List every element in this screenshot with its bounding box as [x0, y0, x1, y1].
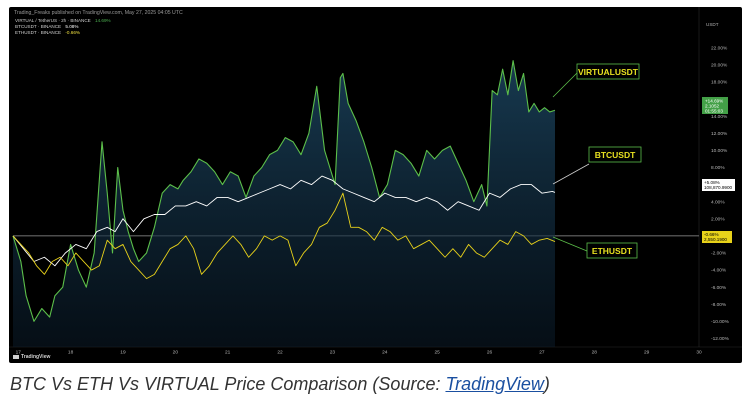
svg-text:2,550.1900: 2,550.1900: [704, 237, 727, 242]
svg-text:VIRTUALUSDT: VIRTUALUSDT: [578, 67, 639, 77]
virtual-price-tag: +14.69% 2.1052 01:55:03: [702, 97, 728, 114]
x-tick-label: 23: [330, 350, 336, 356]
x-tick-label: 19: [120, 350, 126, 356]
figure-caption: BTC Vs ETH Vs VIRTUAL Price Comparison (…: [10, 374, 550, 395]
svg-text:ETHUSDT: ETHUSDT: [592, 246, 633, 256]
svg-text:2.1052: 2.1052: [705, 104, 719, 109]
x-tick-label: 20: [173, 350, 179, 356]
y-tick-label: -6.00%: [711, 285, 727, 291]
x-tick-label: 28: [592, 350, 598, 356]
x-tick-label: 22: [277, 350, 283, 356]
x-tick-label: 18: [68, 350, 74, 356]
published-info: Trading_Freaks published on TradingView.…: [14, 10, 183, 16]
x-tick-label: 21: [225, 350, 231, 356]
caption-suffix: ): [543, 374, 550, 394]
caption-source-link[interactable]: TradingView: [445, 374, 544, 394]
eth-price-tag: -0.66% 2,550.1900: [702, 231, 732, 243]
eth-line-label: ETHUSDT: [552, 236, 638, 259]
btc-price-tag: +5.08% 108,870.9900: [702, 179, 735, 191]
svg-text:+14.69%: +14.69%: [705, 99, 723, 104]
svg-text:+5.08%: +5.08%: [704, 180, 720, 185]
virtual-area-fill: [13, 60, 555, 347]
svg-text:01:55:03: 01:55:03: [705, 109, 723, 114]
legend-virtual: VIRTUAL / TetherUS · 2h · BINANCE 14.69%: [15, 18, 111, 24]
x-tick-label: 26: [487, 350, 493, 356]
btc-line-label: BTCUSDT: [552, 146, 642, 185]
x-tick-label: 24: [382, 350, 388, 356]
y-tick-label: 10.00%: [711, 148, 728, 154]
x-tick-label: 25: [434, 350, 440, 356]
legend-virtual-change: 14.69%: [95, 18, 111, 23]
svg-text:-0.66%: -0.66%: [704, 232, 719, 237]
y-tick-label: 12.00%: [711, 131, 728, 137]
y-tick-label: 22.00%: [711, 45, 728, 51]
x-tick-label: 17: [16, 350, 22, 356]
svg-text:108,870.9900: 108,870.9900: [704, 185, 733, 190]
legend-btc: BTCUSDT · BINANCE 5.08%: [15, 24, 78, 30]
caption-prefix: BTC Vs ETH Vs VIRTUAL Price Comparison (…: [10, 374, 446, 394]
x-tick-label: 29: [644, 350, 650, 356]
y-tick-label: 8.00%: [711, 165, 725, 171]
tradingview-brand: TradingView: [21, 354, 51, 360]
tradingview-icon: [13, 354, 19, 359]
legend-eth: ETHUSDT · BINANCE -0.66%: [15, 30, 80, 36]
tradingview-logo[interactable]: TradingView: [13, 354, 50, 360]
svg-text:BTCUSDT: BTCUSDT: [595, 150, 636, 160]
y-tick-label: 4.00%: [711, 199, 725, 205]
legend-btc-change: 5.08%: [65, 24, 79, 29]
y-tick-label: 18.00%: [711, 80, 728, 86]
eth-series-line[interactable]: [12, 192, 556, 280]
y-tick-label: -2.00%: [711, 251, 727, 257]
y-tick-label: 2.00%: [711, 216, 725, 222]
btc-series-line[interactable]: [12, 175, 556, 267]
legend-btc-label: BTCUSDT · BINANCE: [15, 24, 62, 29]
legend-eth-change: -0.66%: [65, 30, 80, 35]
legend-eth-label: ETHUSDT · BINANCE: [15, 30, 62, 35]
legend-virtual-label: VIRTUAL / TetherUS · 2h · BINANCE: [15, 18, 91, 23]
y-tick-label: -12.00%: [711, 336, 730, 342]
y-tick-label: -8.00%: [711, 302, 727, 308]
y-tick-label: 14.00%: [711, 114, 728, 120]
virtual-series-line[interactable]: [12, 60, 556, 322]
comparison-chart[interactable]: 22.00%20.00%18.00%16.00%14.00%12.00%10.0…: [9, 7, 742, 363]
x-tick-label: 30: [696, 350, 702, 356]
y-tick-label: -4.00%: [711, 268, 727, 274]
virtual-line-label: VIRTUALUSDT: [552, 63, 640, 98]
scale-unit: USDT: [706, 22, 719, 27]
x-tick-label: 27: [539, 350, 545, 356]
y-tick-label: 20.00%: [711, 63, 728, 69]
y-tick-label: -10.00%: [711, 319, 730, 325]
chart-frame: Trading_Freaks published on TradingView.…: [9, 7, 742, 363]
